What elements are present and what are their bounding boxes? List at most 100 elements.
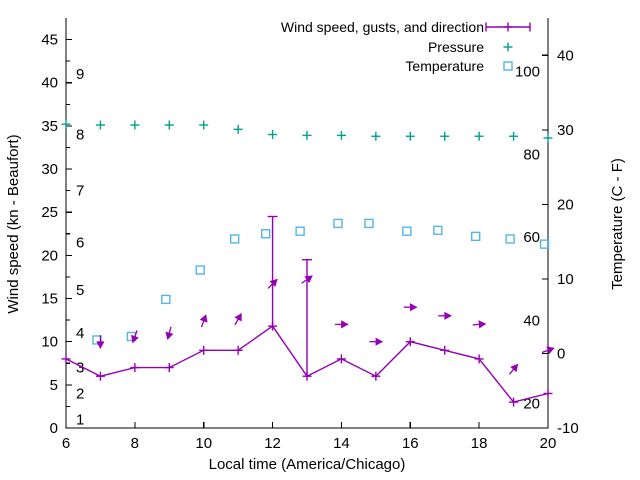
legend-label-2: Temperature [405, 58, 484, 74]
pressure-point [543, 133, 553, 143]
temperature-point [195, 265, 205, 275]
x-tick-label-6: 18 [471, 435, 488, 452]
legend-label-1: Pressure [428, 39, 484, 55]
gust-errorbar [267, 215, 278, 327]
x-tick-label-0: 6 [62, 435, 70, 452]
wind-speed-point [371, 371, 381, 381]
fahrenheit-label-20: 20 [523, 395, 540, 412]
axis-frame [65, 18, 549, 429]
right-tick-label-0: -10 [557, 420, 579, 437]
x-tick-label-4: 14 [333, 435, 350, 452]
beaufort-label-3: 3 [76, 360, 84, 377]
x-tick-label-3: 12 [264, 435, 281, 452]
temperature-point [229, 234, 240, 244]
wind-direction-arrow [301, 275, 313, 284]
pressure-point [440, 131, 450, 141]
pressure-point [302, 130, 312, 140]
wind-speed-point [440, 345, 450, 355]
temperature-point [471, 231, 481, 242]
fahrenheit-label-100: 100 [515, 64, 540, 81]
left-tick-label-3: 15 [41, 291, 58, 308]
temperature-point [433, 225, 443, 236]
temperature-point [161, 294, 171, 305]
wind-direction-arrow [165, 326, 174, 340]
temperature-point [364, 218, 374, 229]
wind-speed-point [95, 371, 105, 381]
x-axis-title: Local time (America/Chicago) [209, 456, 406, 473]
temperature-point [295, 226, 305, 236]
beaufort-label-4: 4 [76, 325, 84, 342]
beaufort-label-1: 1 [76, 411, 84, 428]
beaufort-label-9: 9 [76, 66, 84, 83]
fahrenheit-label-60: 60 [523, 229, 540, 246]
right-tick-label-3: 20 [557, 196, 574, 213]
left-tick-label-2: 10 [41, 334, 58, 351]
wind-speed-point [474, 354, 484, 364]
fahrenheit-label-40: 40 [523, 313, 540, 330]
x-tick-label-2: 10 [195, 435, 212, 452]
pressure-point [474, 131, 484, 141]
right-tick-label-2: 10 [557, 271, 574, 288]
legend-key-2 [503, 61, 513, 71]
beaufort-label-8: 8 [76, 127, 84, 144]
pressure-point [336, 130, 346, 140]
left-tick-label-4: 20 [41, 247, 58, 264]
wind-speed-point [164, 363, 174, 373]
y2-axis-title: Temperature (C - F) [609, 158, 626, 290]
left-tick-label-6: 30 [41, 161, 58, 178]
wind-speed-point [61, 354, 71, 364]
fahrenheit-inner-labels: 20 40 60 80 100 [515, 64, 540, 413]
temperature-point [333, 218, 343, 229]
beaufort-label-7: 7 [76, 183, 84, 200]
wind-direction-arrow [267, 278, 278, 289]
pressure-point [509, 131, 519, 141]
wind-speed-point [233, 345, 243, 355]
temperature-point [505, 234, 515, 244]
x-tick-label-7: 20 [540, 435, 557, 452]
legend: Wind speed, gusts, and direction Pressure… [281, 19, 531, 74]
wind-speed-series [61, 215, 555, 407]
temperature-series [92, 218, 550, 345]
wind-speed-point [199, 345, 209, 355]
pressure-point [95, 120, 105, 130]
wind-direction-arrow [334, 320, 349, 329]
wind-speed-point [543, 388, 553, 398]
wind-direction-arrow [199, 314, 208, 328]
legend-key-0 [485, 22, 531, 32]
left-tick-label-8: 40 [41, 75, 58, 92]
temperature-point [402, 226, 412, 236]
pressure-point [199, 120, 209, 130]
temperature-point [539, 239, 550, 249]
right-tick-label-1: 0 [557, 345, 565, 362]
wind-direction-arrow [234, 313, 242, 326]
legend-key-1 [503, 42, 513, 52]
left-tick-label-1: 5 [50, 377, 58, 394]
pressure-point [233, 124, 243, 134]
wind-direction-arrow [96, 335, 105, 349]
pressure-point [164, 120, 174, 130]
left-tick-label-7: 35 [41, 118, 58, 135]
x-tick-label-1: 8 [131, 435, 139, 452]
right-axis-ticks: -10 0 10 20 30 40 [542, 47, 579, 437]
wind-direction-arrow [508, 363, 519, 375]
beaufort-label-6: 6 [76, 234, 84, 251]
wind-direction-arrow [438, 311, 452, 320]
wind-direction-arrow [472, 320, 487, 329]
left-tick-label-0: 0 [50, 420, 58, 437]
right-tick-label-5: 40 [557, 47, 574, 64]
pressure-point [61, 119, 71, 129]
wind-speed-point [405, 337, 415, 347]
x-tick-label-5: 16 [402, 435, 419, 452]
wind-direction-arrow [541, 346, 555, 355]
beaufort-label-2: 2 [76, 385, 84, 402]
wind-direction-arrow [369, 337, 384, 346]
pressure-point [371, 131, 381, 141]
legend-label-0: Wind speed, gusts, and direction [281, 19, 484, 35]
wind-direction-arrow [131, 330, 139, 344]
pressure-point [268, 130, 278, 140]
wind-direction-arrow [403, 303, 418, 312]
y-axis-title: Wind speed (kn - Beaufort) [5, 134, 22, 313]
beaufort-inner-labels: 1 2 3 4 5 6 7 8 9 [76, 66, 84, 428]
